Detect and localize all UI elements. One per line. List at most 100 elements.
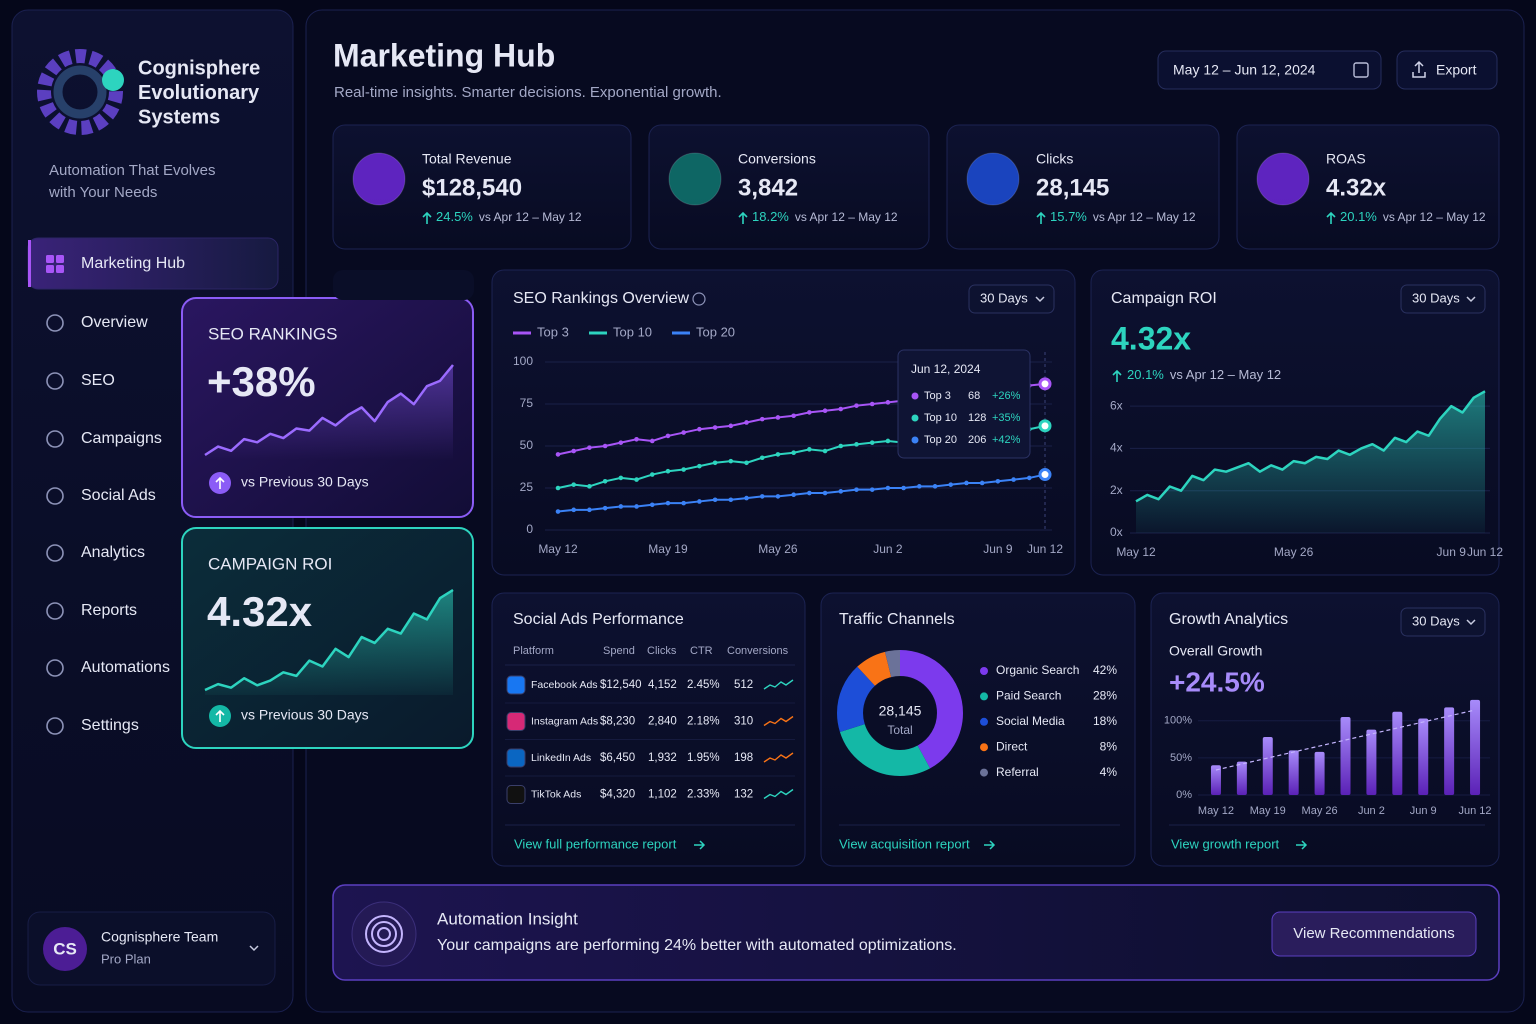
table-cell: Facebook Ads (531, 679, 598, 691)
growth-value: +24.5% (1169, 666, 1265, 697)
table-cell: 2,840 (648, 716, 677, 728)
table-header: CTR (690, 645, 713, 657)
chart-title: Traffic Channels (839, 611, 955, 628)
period-label[interactable]: 30 Days (1412, 613, 1460, 628)
brand-name: Evolutionary (138, 82, 260, 104)
brand-name: Cognisphere (138, 57, 260, 79)
kpi-compare: vs Apr 12 – May 12 (795, 210, 898, 224)
tooltip-change: +42% (992, 434, 1021, 446)
kpi-icon (1257, 153, 1309, 205)
point (744, 495, 749, 501)
kpi-change-line: 20.1% vs Apr 12 – May 12 (1340, 209, 1486, 224)
table-header: Platform (513, 645, 554, 657)
nav-item[interactable]: Social Ads (81, 487, 156, 504)
highlight-footer: vs Previous 30 Days (241, 707, 369, 723)
legend-value: 18% (1093, 714, 1117, 728)
point (634, 436, 639, 442)
table-cell: 2.18% (687, 716, 720, 728)
recommendations-button[interactable] (1271, 911, 1477, 957)
table-cell: 132 (734, 789, 753, 801)
bar (1262, 737, 1273, 795)
donut-segment (837, 650, 963, 776)
x-tick-label: Jun 9 (1410, 805, 1437, 817)
user-plan: Pro Plan (101, 951, 151, 966)
user-card[interactable] (27, 911, 276, 986)
period-label[interactable]: 30 Days (1412, 290, 1460, 305)
bar (1470, 699, 1481, 795)
nav-item[interactable]: SEO (81, 372, 115, 389)
brand-tagline: Automation That Evolves (49, 162, 215, 179)
insight-icon-ring (377, 927, 391, 941)
nav-icon (46, 430, 64, 448)
donut-segment (837, 650, 963, 776)
chart-title: Campaign ROI (1111, 290, 1217, 307)
period-dropdown[interactable] (1400, 284, 1486, 314)
point (697, 499, 702, 504)
point (917, 484, 922, 489)
highlight-value: 4.32x (207, 588, 313, 635)
kpi-change: 24.5% (436, 209, 473, 224)
table-panel (491, 592, 806, 867)
period-dropdown[interactable] (1400, 607, 1486, 637)
table-cell: $4,320 (600, 789, 635, 801)
nav-item[interactable]: Overview (81, 314, 148, 331)
platform-icon (506, 748, 526, 768)
point (571, 482, 577, 487)
period-dropdown[interactable] (968, 284, 1055, 314)
kpi-icon (353, 153, 405, 205)
report-link[interactable]: View full performance report (514, 836, 677, 851)
point (744, 420, 749, 425)
bar (1314, 751, 1325, 795)
point (822, 448, 828, 454)
x-tick-label: May 26 (1302, 805, 1338, 817)
tooltip-value: 128 (968, 412, 986, 424)
kpi-icon-ring (352, 152, 406, 206)
point (854, 442, 859, 447)
point (649, 472, 655, 477)
point (665, 500, 671, 506)
kpi-card (332, 124, 632, 250)
nav-item[interactable]: Campaigns (81, 430, 162, 447)
report-link[interactable]: View growth report (1171, 836, 1280, 851)
nav-item[interactable]: Analytics (81, 544, 145, 561)
point (571, 448, 577, 454)
nav-item[interactable]: Automations (81, 659, 170, 676)
point (775, 494, 781, 499)
point (885, 485, 891, 491)
nav-icon (46, 659, 64, 677)
x-tick-label: May 12 (1116, 545, 1156, 559)
report-link[interactable]: View acquisition report (839, 836, 970, 851)
point (901, 485, 906, 491)
kpi-card (648, 124, 930, 250)
y-tick-label: 0x (1110, 525, 1123, 539)
legend-value: 4% (1100, 765, 1118, 779)
table-cell: 2.45% (687, 679, 720, 691)
legend-dot (980, 743, 988, 752)
point (665, 468, 671, 474)
nav-icon (46, 544, 64, 562)
y-tick-label: 75 (520, 396, 534, 410)
date-range-button[interactable] (1157, 50, 1382, 90)
tooltip-dot (911, 392, 919, 400)
x-tick-label: May 26 (758, 542, 798, 556)
nav-active-bar (28, 240, 31, 287)
period-label[interactable]: 30 Days (980, 290, 1028, 305)
export-label[interactable]: Export (1436, 62, 1477, 78)
tooltip-dot (911, 414, 919, 422)
date-range[interactable]: May 12 – Jun 12, 2024 (1173, 62, 1316, 78)
highlight-title: SEO RANKINGS (208, 324, 337, 343)
nav-item[interactable]: Reports (81, 602, 137, 619)
point (979, 480, 985, 486)
export-button[interactable] (1396, 50, 1498, 90)
kpi-change-line: 15.7% vs Apr 12 – May 12 (1050, 209, 1196, 224)
nav-item[interactable]: Marketing Hub (81, 255, 185, 272)
button-label[interactable]: View Recommendations (1293, 925, 1454, 942)
table-cell: 2.33% (687, 789, 720, 801)
nav-item[interactable]: Settings (81, 717, 139, 734)
info-icon (692, 292, 706, 306)
donut-segment (837, 650, 963, 776)
kpi-icon-ring (966, 152, 1020, 206)
point (822, 490, 828, 496)
user-name: Cognisphere Team (101, 929, 218, 945)
point (964, 480, 969, 486)
